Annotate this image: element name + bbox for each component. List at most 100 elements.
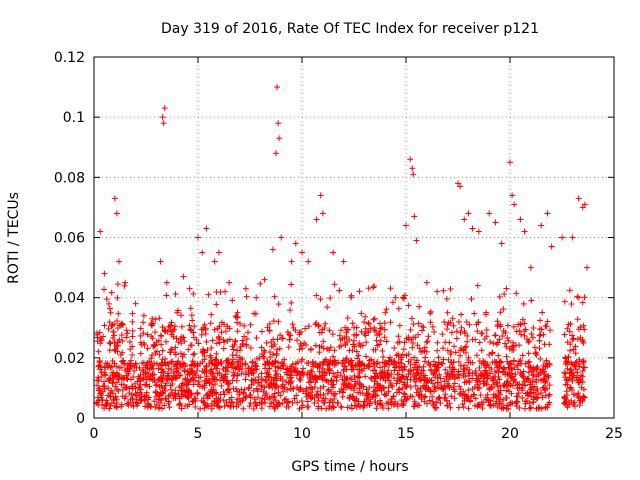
data-point (407, 326, 414, 333)
data-point (348, 376, 355, 383)
data-point (576, 379, 583, 386)
data-point (457, 390, 464, 397)
data-point (534, 363, 541, 370)
data-point (193, 336, 200, 343)
data-point (370, 346, 377, 353)
data-point (172, 351, 179, 358)
data-point (427, 319, 434, 326)
data-point (407, 156, 414, 163)
data-point (95, 362, 102, 369)
data-point (352, 381, 359, 388)
data-point (474, 328, 481, 335)
data-point (236, 365, 243, 372)
data-point (203, 377, 210, 384)
data-point (370, 284, 377, 291)
data-point (121, 282, 128, 289)
data-point (569, 234, 576, 241)
data-point (496, 358, 503, 365)
data-point (94, 334, 101, 341)
data-point (407, 376, 414, 383)
data-point (312, 360, 319, 367)
data-point (457, 352, 464, 359)
data-point (311, 372, 318, 379)
data-point (433, 367, 440, 374)
data-point (111, 346, 118, 353)
data-point (546, 341, 553, 348)
data-point (575, 195, 582, 202)
data-point (167, 382, 174, 389)
data-point (429, 393, 436, 400)
data-point (365, 285, 372, 292)
data-point (369, 367, 376, 374)
data-point (315, 397, 322, 404)
data-point (273, 150, 279, 157)
data-point (242, 360, 249, 367)
data-point (413, 359, 420, 366)
data-point (521, 405, 528, 412)
data-point (201, 356, 208, 363)
x-tick-label: 10 (293, 426, 311, 442)
data-point (158, 397, 165, 404)
data-point (504, 383, 511, 390)
data-point (407, 393, 414, 400)
data-point (371, 324, 378, 331)
data-point (395, 351, 402, 358)
data-point (164, 328, 171, 335)
data-point (399, 385, 406, 392)
data-point (165, 400, 172, 407)
data-point (102, 371, 109, 378)
data-point (260, 353, 267, 360)
data-point (127, 346, 134, 353)
data-point (504, 358, 511, 365)
data-point (380, 353, 387, 360)
data-point (168, 359, 175, 366)
data-point (546, 391, 553, 398)
data-point (349, 320, 356, 327)
data-point (400, 346, 407, 353)
data-point (405, 367, 412, 374)
data-point (356, 340, 363, 347)
data-point (327, 344, 334, 351)
data-point (443, 375, 450, 382)
data-point (424, 377, 431, 384)
data-point (304, 398, 311, 405)
data-point (261, 384, 268, 391)
data-point (383, 400, 390, 407)
data-point (149, 322, 156, 329)
data-point (313, 392, 320, 399)
data-point (577, 376, 584, 383)
data-point (163, 395, 170, 402)
data-point (400, 295, 407, 302)
data-point (330, 358, 337, 365)
data-point (377, 337, 384, 344)
data-point (383, 360, 390, 367)
data-point (536, 332, 543, 339)
data-point (357, 362, 364, 369)
data-point (161, 402, 168, 409)
data-point (226, 325, 233, 332)
data-point (451, 373, 458, 380)
data-point (507, 159, 513, 166)
data-point (252, 363, 259, 370)
data-point (106, 339, 113, 346)
data-point (299, 356, 306, 363)
data-point (275, 120, 282, 127)
data-point (429, 323, 436, 330)
data-point (181, 338, 188, 345)
data-point (294, 384, 301, 391)
data-point (525, 369, 532, 376)
data-point (180, 273, 187, 280)
data-point (458, 311, 465, 318)
data-point (436, 394, 443, 401)
data-point (111, 195, 118, 202)
data-point (151, 398, 158, 405)
data-point (353, 324, 360, 331)
data-point (574, 369, 581, 376)
data-point (415, 331, 422, 338)
data-point (413, 389, 420, 396)
data-point (581, 326, 588, 333)
data-point (427, 310, 434, 317)
data-point (270, 318, 277, 325)
data-point (421, 382, 428, 389)
data-point (489, 378, 496, 385)
